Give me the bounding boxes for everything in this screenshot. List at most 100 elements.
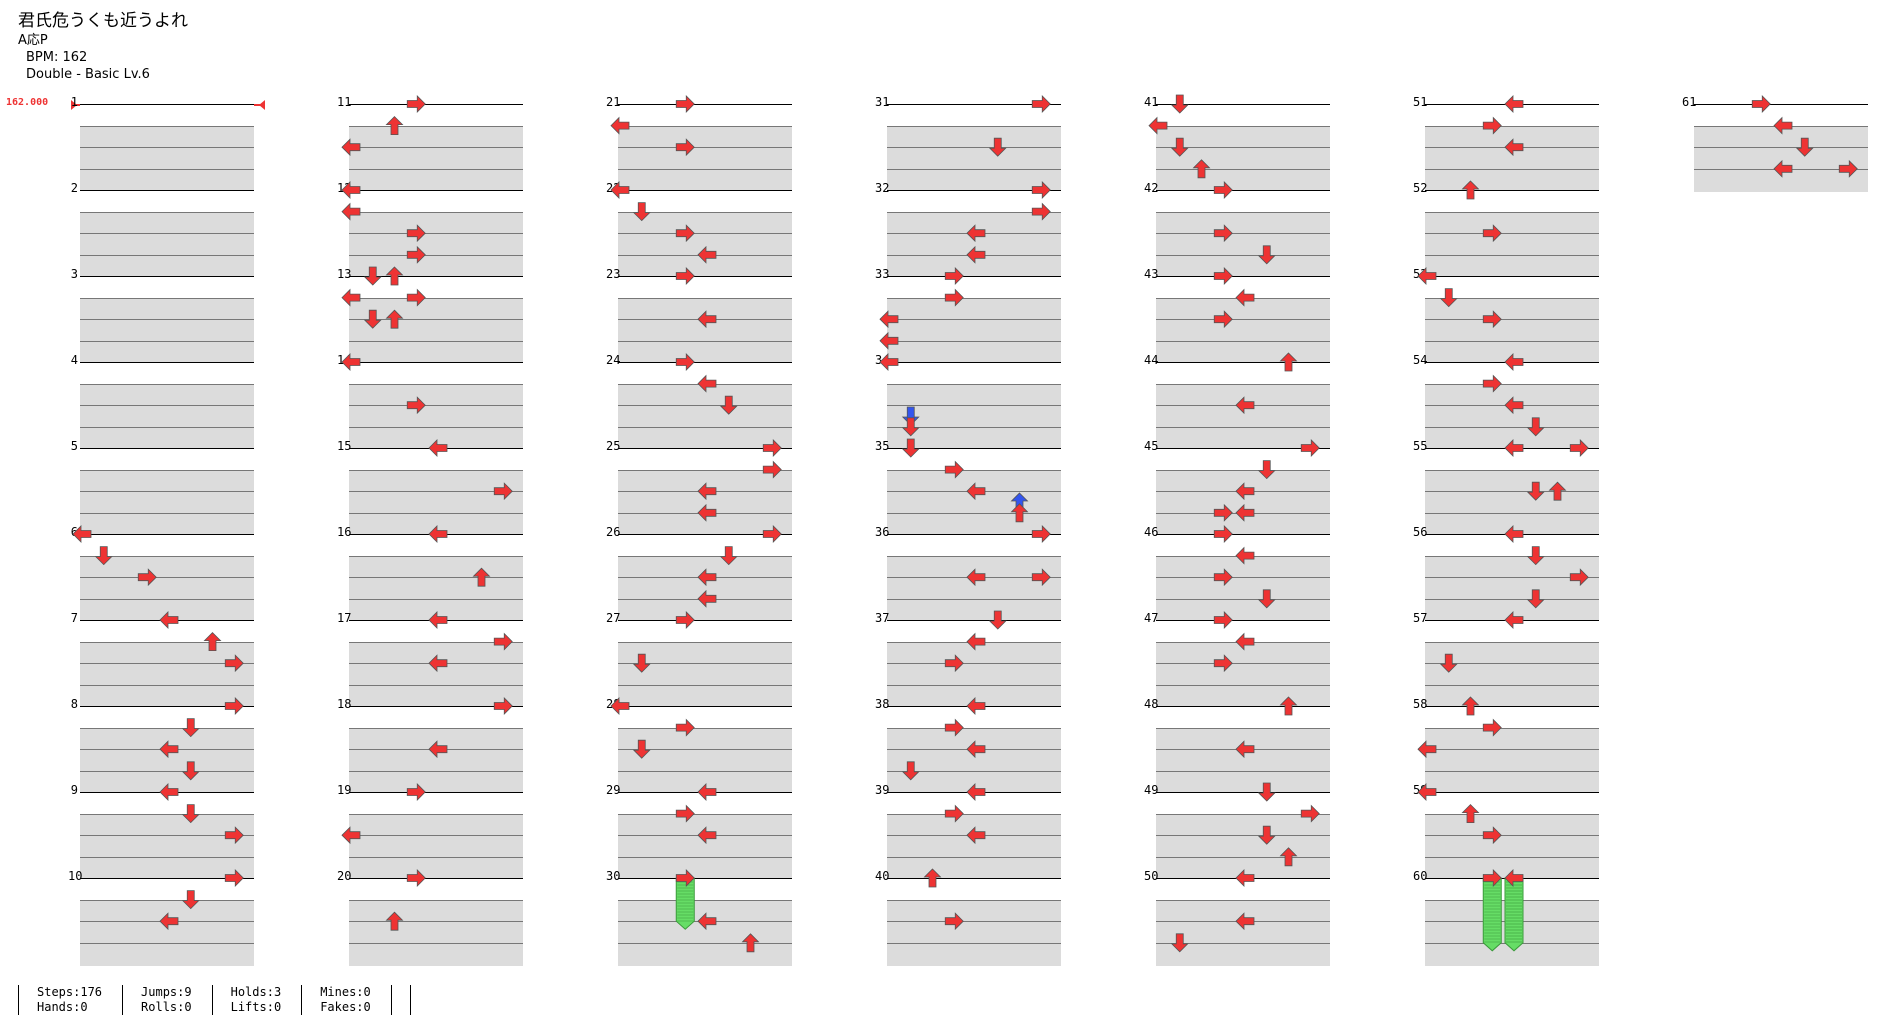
arrow-head	[406, 396, 426, 415]
beat-row	[80, 835, 254, 859]
arrow-head	[1213, 503, 1233, 522]
beat-row	[349, 147, 523, 171]
note-left-arrow	[697, 245, 717, 264]
beat-row	[887, 899, 1061, 923]
arrow-head	[1548, 481, 1567, 501]
arrow-head	[901, 438, 920, 458]
arrow-head	[1170, 933, 1189, 953]
arrow-head	[966, 783, 986, 801]
note-right-arrow	[675, 611, 695, 629]
note-left-arrow	[966, 245, 986, 264]
note-up-arrow	[1192, 159, 1211, 179]
arrow-head	[1439, 288, 1458, 308]
beat-row	[349, 491, 523, 515]
measure-number: 9	[70, 783, 78, 797]
note-right-arrow	[944, 654, 964, 673]
arrow-head	[1257, 245, 1276, 265]
measure: 24	[606, 353, 818, 450]
note-left-arrow	[697, 482, 717, 501]
stat-fakes: Fakes:0	[320, 1000, 371, 1014]
arrow-head	[1031, 181, 1051, 199]
song-title: 君氏危うくも近うよれ	[18, 11, 188, 31]
beat-row	[887, 319, 1061, 343]
note-left-arrow	[1417, 267, 1437, 285]
beat-row	[618, 727, 792, 751]
arrow-head	[1482, 116, 1502, 135]
bpm-label: BPM: 162	[26, 50, 88, 65]
arrow-head	[1526, 417, 1545, 437]
note-right-arrow	[762, 439, 782, 457]
arrow-head	[1504, 396, 1524, 415]
beat-row	[1425, 577, 1599, 601]
measure-number: 7	[70, 611, 78, 625]
note-left-arrow	[966, 568, 986, 587]
note-down-arrow	[632, 653, 651, 673]
beat-row	[1156, 276, 1330, 299]
arrow-head	[181, 890, 200, 910]
beat-row	[618, 856, 792, 880]
beat-row	[80, 405, 254, 429]
note-up-arrow	[385, 309, 404, 329]
beat-row	[349, 598, 523, 622]
note-left-arrow	[1504, 439, 1524, 457]
arrow-head	[406, 783, 426, 801]
arrow-head	[137, 568, 157, 587]
arrow-head	[159, 912, 179, 931]
beat-row	[618, 706, 792, 729]
measure: 5	[71, 439, 280, 536]
note-down-arrow	[632, 739, 651, 759]
beat-row	[1425, 426, 1599, 450]
note-left-arrow	[159, 611, 179, 629]
note-right-arrow	[1300, 804, 1320, 823]
note-up-arrow	[1279, 847, 1298, 867]
beat-row	[618, 405, 792, 429]
note-down-arrow	[1526, 481, 1545, 501]
beat-row	[618, 211, 792, 235]
note-right-arrow	[224, 869, 244, 887]
measure: 22	[606, 181, 818, 278]
arrow-head	[224, 697, 244, 715]
note-right-arrow	[1213, 611, 1233, 629]
beat-row	[349, 426, 523, 450]
note-right-arrow	[944, 912, 964, 931]
beat-row	[1156, 942, 1330, 966]
arrow-head	[697, 589, 717, 608]
beat-row	[349, 942, 523, 966]
note-right-arrow	[1213, 224, 1233, 243]
measure: 28	[606, 697, 818, 794]
note-left-arrow	[610, 116, 630, 135]
arrow-head	[406, 95, 426, 113]
arrow-head	[224, 654, 244, 673]
measure: 14	[337, 353, 549, 450]
beat-row	[1425, 770, 1599, 794]
note-left-arrow	[966, 826, 986, 845]
arrow-head	[1279, 352, 1298, 372]
note-left-arrow	[1235, 546, 1255, 565]
note-left-arrow	[428, 525, 448, 543]
note-left-arrow	[428, 740, 448, 759]
beat-row	[887, 448, 1061, 471]
note-right-arrow	[944, 288, 964, 307]
arrow-head	[224, 869, 244, 887]
arrow-head	[1526, 481, 1545, 501]
arrow-head	[385, 266, 404, 286]
beat-row	[618, 620, 792, 643]
note-up-arrow	[385, 266, 404, 286]
arrow-head	[1417, 740, 1437, 759]
bpm-change-marker: 162.000	[6, 97, 49, 108]
arrow-head	[1504, 439, 1524, 457]
note-left-arrow	[879, 353, 899, 371]
arrow-head	[1235, 288, 1255, 307]
note-left-arrow	[1504, 138, 1524, 157]
beat-row	[1425, 383, 1599, 407]
measure-number: 5	[70, 439, 78, 453]
arrow-head	[901, 417, 920, 437]
note-right-arrow	[1482, 116, 1502, 135]
beat-row	[618, 104, 792, 127]
note-left-arrow	[341, 181, 361, 199]
beat-row	[887, 555, 1061, 579]
note-right-arrow	[1031, 181, 1051, 199]
arrow-head	[1213, 568, 1233, 587]
note-right-arrow	[675, 224, 695, 243]
